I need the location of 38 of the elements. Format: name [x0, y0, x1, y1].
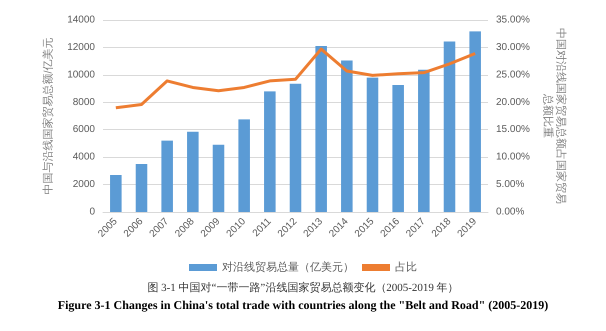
y2-tick-label: 20.00% — [496, 96, 530, 108]
bar — [264, 91, 276, 212]
y-tick-label: 10000 — [67, 69, 96, 80]
y2-axis-title: 中国对沿线国家贸易总额占国家贸易总额比重 — [541, 28, 568, 204]
bar — [315, 46, 327, 212]
y-tick-label: 12000 — [67, 42, 96, 53]
caption: Figure 3-1 Changes in China's total trade with countries along the "Belt and Road" (2005-2019) — [56, 297, 550, 314]
y-tick-label: 0 — [89, 206, 96, 218]
y-tick-label: 4000 — [72, 152, 96, 163]
y2-tick-label: 0.00% — [496, 206, 524, 218]
bar — [418, 70, 430, 212]
y2-tick-label: 5.00% — [496, 179, 524, 190]
y-axis-title: 中国与沿线国家贸易总额/亿美元 — [42, 37, 54, 195]
y2-tick-label: 10.00% — [496, 152, 530, 163]
y2-tick-label: 35.00% — [496, 14, 530, 26]
bar — [469, 31, 481, 212]
bar — [392, 85, 404, 212]
bar — [238, 119, 250, 212]
y2-tick-label: 25.00% — [496, 69, 530, 80]
bar — [444, 42, 456, 212]
legend-label: 占比 — [395, 260, 417, 274]
bar — [341, 60, 353, 212]
y-tick-label: 8000 — [72, 96, 96, 108]
y2-tick-label: 30.00% — [496, 42, 530, 53]
legend-label: 对沿线贸易总量（亿美元） — [222, 260, 354, 274]
caption: 图 3-1 中国对“一带一路”沿线国家贸易总额变化（2005-2019 年） — [146, 280, 460, 296]
bar — [110, 174, 122, 212]
bar — [290, 84, 302, 212]
y-tick-label: 2000 — [72, 179, 96, 190]
y-tick-label: 6000 — [72, 124, 96, 136]
bar — [161, 140, 173, 212]
line-series — [114, 48, 477, 110]
bar — [366, 78, 378, 212]
y2-tick-label: 15.00% — [496, 124, 530, 136]
bar — [212, 144, 224, 212]
y-tick-label: 14000 — [67, 14, 96, 26]
bar — [187, 132, 199, 212]
bar — [136, 164, 148, 212]
